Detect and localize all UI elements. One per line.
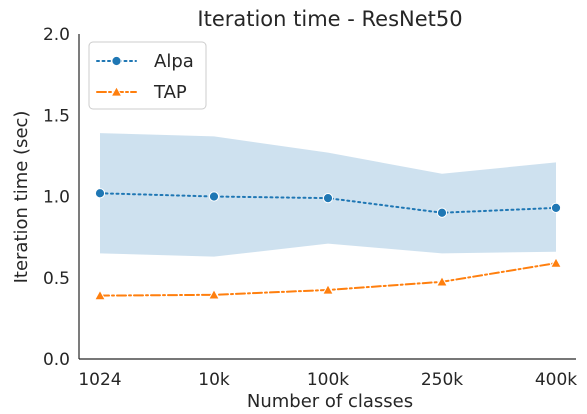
data-point-tap (207, 288, 221, 300)
x-tick-label: 400k (535, 370, 577, 390)
chart-title: Iteration time - ResNet50 (197, 7, 462, 31)
y-axis-label: Iteration time (sec) (11, 111, 32, 284)
data-point-alpa (322, 193, 334, 204)
legend-marker-swatch (110, 85, 123, 97)
y-tick-label: 1.5 (43, 106, 70, 126)
data-point-tap (549, 256, 563, 268)
data-point-alpa (550, 202, 562, 213)
x-tick-label: 250k (421, 370, 463, 390)
y-tick-label: 1.0 (43, 188, 70, 208)
legend-item-tap: TAP (96, 82, 187, 103)
legend: Alpa TAP (88, 41, 207, 110)
data-point-tap (93, 289, 107, 301)
y-tick-label: 0.5 (43, 269, 70, 289)
x-tick-label: 1024 (78, 370, 121, 390)
y-tick-labels: 0.0 0.5 1.0 1.5 2.0 (43, 25, 70, 370)
legend-label: Alpa (154, 51, 194, 72)
legend-label: TAP (153, 82, 187, 103)
data-point-alpa (436, 207, 448, 218)
data-point-alpa (208, 191, 220, 202)
x-tick-label: 100k (307, 370, 349, 390)
data-point-tap (321, 283, 335, 295)
x-tick-labels: 1024 10k 100k 250k 400k (78, 370, 577, 390)
data-point-alpa (94, 188, 106, 199)
x-tick-label: 10k (198, 370, 230, 390)
y-tick-label: 2.0 (43, 25, 70, 45)
y-tick-label: 0.0 (43, 350, 70, 370)
legend-marker-swatch (111, 55, 122, 67)
legend-item-alpa: Alpa (96, 51, 194, 72)
series-markers-layer (93, 188, 563, 301)
data-point-tap (435, 275, 449, 287)
x-axis-label: Number of classes (247, 391, 413, 412)
